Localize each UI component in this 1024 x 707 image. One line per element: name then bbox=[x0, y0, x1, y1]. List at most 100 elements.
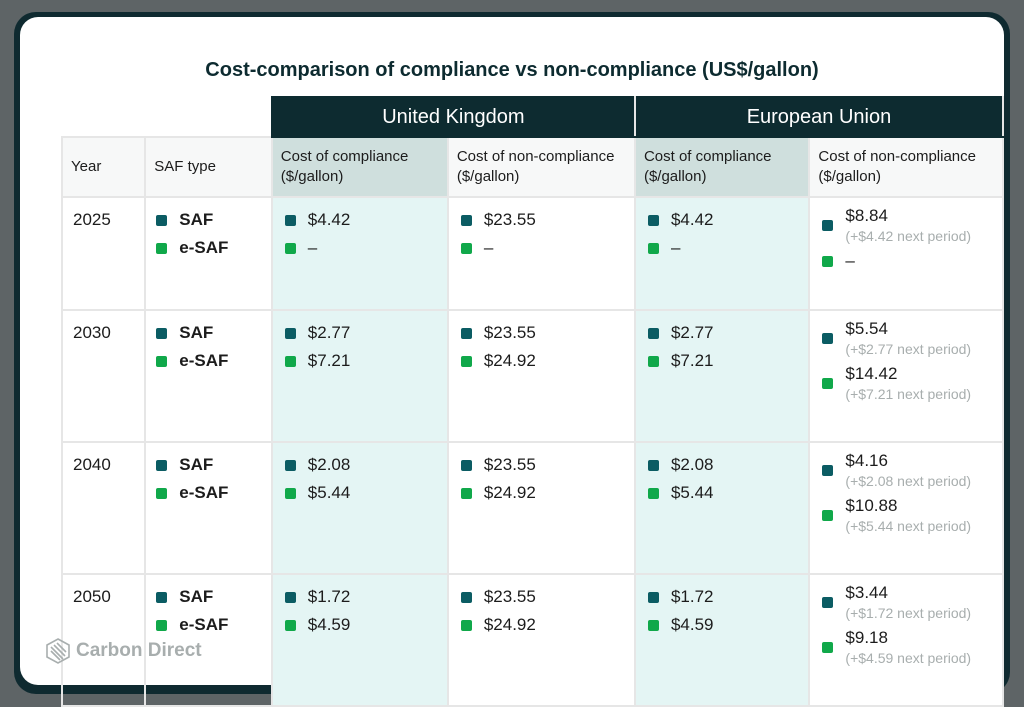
value: $24.92 bbox=[483, 351, 536, 370]
value: $4.42 bbox=[307, 210, 351, 229]
eu-comp-cell: $2.08 $5.44 bbox=[633, 441, 811, 575]
eu-comp-cell: $4.42 – bbox=[633, 196, 811, 311]
header-uk-noncompliance: Cost of non-compliance ($/gallon) bbox=[446, 136, 636, 198]
esaf-legend-square-icon bbox=[156, 355, 168, 367]
value: – bbox=[670, 238, 681, 257]
table-row: 2050 SAF e-SAF $1.72 $4.59 $23.55 $24.92 $1.72 $… bbox=[60, 573, 1004, 707]
next-period-note: (+$5.44 next period) bbox=[845, 518, 972, 534]
value: $7.21 bbox=[670, 351, 714, 370]
cost-table: United Kingdom European Union Year SAF t… bbox=[60, 96, 1005, 707]
value: $7.21 bbox=[307, 351, 351, 370]
uk-comp-cell: $2.08 $5.44 bbox=[270, 441, 449, 575]
next-period-note: (+$4.59 next period) bbox=[845, 650, 972, 666]
saf-legend-square-icon bbox=[822, 219, 834, 231]
saf-type-cell: SAF e-SAF bbox=[144, 196, 273, 311]
saf-legend-square-icon bbox=[822, 332, 834, 344]
carbon-direct-logo: Carbon Direct bbox=[46, 638, 202, 664]
value: $2.08 bbox=[670, 455, 714, 474]
esaf-legend-square-icon bbox=[822, 255, 834, 267]
chart-card: Cost-comparison of compliance vs non-com… bbox=[20, 17, 1005, 707]
esaf-legend-square-icon bbox=[647, 355, 659, 367]
saf-legend-square-icon bbox=[284, 327, 296, 339]
esaf-legend-square-icon bbox=[822, 641, 834, 653]
saf-type-cell: SAF e-SAF bbox=[144, 573, 273, 707]
value: $5.54 bbox=[845, 319, 888, 338]
saf-type-cell: SAF e-SAF bbox=[144, 441, 273, 575]
saf-type-cell: SAF e-SAF bbox=[144, 309, 273, 443]
value: $5.44 bbox=[670, 483, 714, 502]
esaf-label: e-SAF bbox=[179, 483, 229, 502]
eu-comp-cell: $1.72 $4.59 bbox=[633, 573, 811, 707]
saf-legend-square-icon bbox=[822, 596, 834, 608]
next-period-note: (+$2.08 next period) bbox=[845, 473, 972, 489]
value: $24.92 bbox=[483, 483, 536, 502]
saf-legend-square-icon bbox=[156, 327, 168, 339]
year-cell: 2030 bbox=[60, 309, 147, 443]
value: – bbox=[845, 251, 855, 270]
saf-legend-square-icon bbox=[460, 214, 472, 226]
value: $23.55 bbox=[483, 587, 536, 606]
header-eu-compliance: Cost of compliance ($/gallon) bbox=[633, 136, 811, 198]
value: – bbox=[307, 238, 318, 257]
eu-comp-cell: $2.77 $7.21 bbox=[633, 309, 811, 443]
esaf-label: e-SAF bbox=[179, 351, 229, 370]
value: $23.55 bbox=[483, 323, 536, 342]
saf-legend-square-icon bbox=[156, 591, 168, 603]
esaf-legend-square-icon bbox=[156, 619, 168, 631]
esaf-legend-square-icon bbox=[284, 242, 296, 254]
next-period-note: (+$2.77 next period) bbox=[845, 341, 972, 357]
value: $8.84 bbox=[845, 206, 888, 225]
saf-label: SAF bbox=[179, 587, 214, 606]
uk-comp-cell: $2.77 $7.21 bbox=[270, 309, 449, 443]
uk-noncomp-cell: $23.55 $24.92 bbox=[446, 573, 636, 707]
value: $3.44 bbox=[845, 583, 888, 602]
uk-noncomp-cell: $23.55 $24.92 bbox=[446, 441, 636, 575]
esaf-label: e-SAF bbox=[179, 238, 229, 257]
esaf-legend-square-icon bbox=[460, 619, 472, 631]
region-header-eu: European Union bbox=[633, 96, 1005, 138]
logo-text: Carbon Direct bbox=[76, 640, 202, 661]
saf-legend-square-icon bbox=[647, 459, 659, 471]
saf-legend-square-icon bbox=[460, 327, 472, 339]
value: $2.08 bbox=[307, 455, 351, 474]
eu-noncomp-cell: $4.16 (+$2.08 next period) $10.88 (+$5.44 n… bbox=[808, 441, 1004, 575]
saf-legend-square-icon bbox=[647, 327, 659, 339]
blank-corner bbox=[62, 97, 272, 137]
next-period-note: (+$1.72 next period) bbox=[845, 605, 972, 621]
uk-comp-cell: $1.72 $4.59 bbox=[270, 573, 449, 707]
header-eu-noncompliance: Cost of non-compliance ($/gallon) bbox=[808, 136, 1004, 198]
esaf-legend-square-icon bbox=[156, 242, 168, 254]
esaf-legend-square-icon bbox=[647, 242, 659, 254]
uk-noncomp-cell: $23.55 – bbox=[446, 196, 636, 311]
uk-comp-cell: $4.42 – bbox=[270, 196, 449, 311]
saf-label: SAF bbox=[179, 455, 214, 474]
value: $1.72 bbox=[307, 587, 351, 606]
eu-noncomp-cell: $3.44 (+$1.72 next period) $9.18 (+$4.59 ne… bbox=[808, 573, 1004, 707]
esaf-legend-square-icon bbox=[647, 487, 659, 499]
value: $4.59 bbox=[670, 615, 714, 634]
saf-legend-square-icon bbox=[647, 214, 659, 226]
saf-legend-square-icon bbox=[156, 214, 168, 226]
saf-legend-square-icon bbox=[284, 214, 296, 226]
saf-legend-square-icon bbox=[647, 591, 659, 603]
value: – bbox=[483, 238, 494, 257]
esaf-legend-square-icon bbox=[822, 377, 834, 389]
esaf-legend-square-icon bbox=[822, 509, 834, 521]
value: $10.88 bbox=[845, 496, 898, 515]
value: $5.44 bbox=[307, 483, 351, 502]
eu-noncomp-cell: $8.84 (+$4.42 next period) – bbox=[808, 196, 1004, 311]
table-row: 2040 SAF e-SAF $2.08 $5.44 $23.55 $24.92 $2.08 $… bbox=[60, 441, 1004, 575]
esaf-legend-square-icon bbox=[460, 355, 472, 367]
value: $23.55 bbox=[483, 455, 536, 474]
esaf-legend-square-icon bbox=[284, 487, 296, 499]
next-period-note: (+$4.42 next period) bbox=[845, 228, 972, 244]
uk-noncomp-cell: $23.55 $24.92 bbox=[446, 309, 636, 443]
value: $4.42 bbox=[670, 210, 714, 229]
esaf-legend-square-icon bbox=[284, 355, 296, 367]
value: $2.77 bbox=[307, 323, 351, 342]
year-cell: 2050 bbox=[60, 573, 147, 707]
esaf-label: e-SAF bbox=[179, 615, 229, 634]
header-year: Year bbox=[60, 136, 147, 198]
region-header-uk: United Kingdom bbox=[270, 96, 636, 138]
saf-legend-square-icon bbox=[460, 591, 472, 603]
